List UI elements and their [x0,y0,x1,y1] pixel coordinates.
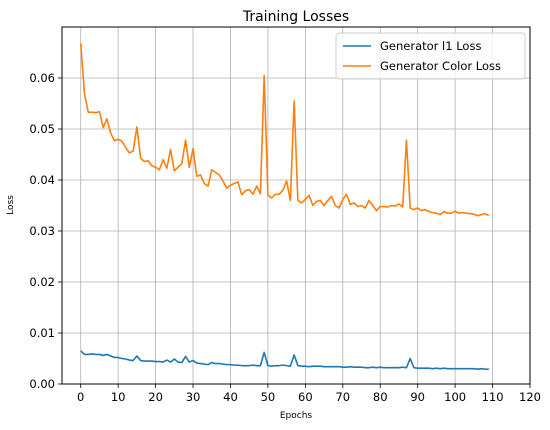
plot-series [79,43,490,371]
y-tick-label: 0.04 [29,173,55,187]
x-tick-label: 120 [519,390,541,404]
legend: Generator l1 Loss Generator Color Loss [335,32,526,80]
x-tick-label: 40 [223,390,238,404]
x-tick-label: 80 [373,390,388,404]
y-axis-label: Loss [6,195,16,215]
y-tick-label: 0.01 [29,326,55,340]
series-line-generator-color-loss [79,43,490,217]
y-tick-label: 0.05 [29,122,55,136]
legend-label-color: Generator Color Loss [380,59,501,73]
y-axis-ticks: 0.00 0.01 0.02 0.03 0.04 0.05 0.06 [29,71,62,391]
plot-area-frame [61,26,531,385]
x-tick-label: 110 [482,390,504,404]
series-line-generator-l1-loss [80,350,489,371]
x-tick-label: 0 [77,390,84,404]
x-axis-label: Epochs [280,411,313,421]
x-tick-label: 50 [261,390,276,404]
x-tick-label: 30 [186,390,201,404]
x-tick-label: 20 [148,390,163,404]
y-tick-label: 0.02 [29,275,55,289]
x-tick-label: 100 [444,390,466,404]
x-tick-label: 90 [410,390,425,404]
x-axis-ticks: 0 10 20 30 40 50 60 70 80 90 100 110 120 [77,384,541,404]
y-tick-label: 0.03 [29,224,55,238]
y-tick-label: 0.06 [29,71,55,85]
legend-label-l1: Generator l1 Loss [380,39,481,53]
x-tick-label: 10 [111,390,126,404]
chart-title: Training Losses [242,9,349,25]
grid-lines [62,27,531,385]
legend-box [335,32,526,80]
y-tick-label: 0.00 [29,377,55,391]
x-tick-label: 70 [335,390,350,404]
x-tick-label: 60 [298,390,313,404]
